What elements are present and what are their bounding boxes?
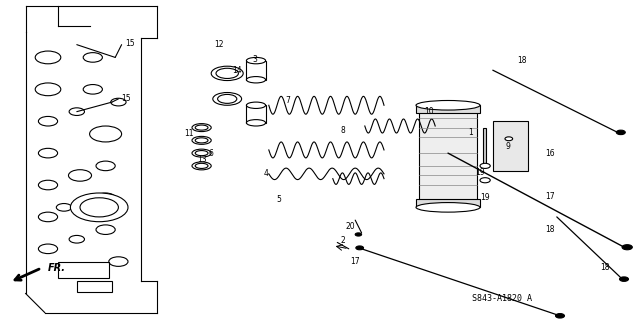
Ellipse shape — [211, 66, 243, 81]
Text: 13: 13 — [196, 155, 207, 164]
Bar — [58, 262, 109, 278]
Circle shape — [111, 98, 126, 106]
Circle shape — [96, 225, 115, 234]
Bar — [416, 199, 480, 207]
Circle shape — [83, 85, 102, 94]
Ellipse shape — [246, 102, 266, 108]
Ellipse shape — [195, 151, 208, 156]
Bar — [493, 121, 528, 171]
Circle shape — [38, 116, 58, 126]
Ellipse shape — [195, 163, 208, 168]
Circle shape — [38, 180, 58, 190]
Bar — [246, 105, 266, 123]
Text: 18: 18 — [546, 225, 555, 234]
Text: 5: 5 — [276, 195, 281, 204]
Ellipse shape — [416, 100, 480, 110]
Ellipse shape — [246, 57, 266, 64]
Text: 4: 4 — [263, 169, 268, 178]
Circle shape — [83, 53, 102, 62]
Circle shape — [70, 193, 128, 222]
Circle shape — [90, 126, 122, 142]
Ellipse shape — [195, 138, 208, 143]
Text: 16: 16 — [545, 149, 556, 158]
Text: 12: 12 — [214, 40, 223, 49]
Text: 20: 20 — [346, 222, 356, 231]
Ellipse shape — [195, 125, 208, 130]
Ellipse shape — [246, 77, 266, 83]
Circle shape — [80, 198, 118, 217]
Text: 1: 1 — [468, 128, 473, 137]
Text: 10: 10 — [424, 107, 434, 116]
Ellipse shape — [218, 94, 237, 103]
Circle shape — [38, 212, 58, 222]
Text: 9: 9 — [505, 142, 510, 151]
Circle shape — [38, 244, 58, 254]
Text: 19: 19 — [480, 193, 490, 202]
Text: 17: 17 — [545, 192, 556, 201]
Text: 19: 19 — [475, 168, 485, 177]
Ellipse shape — [192, 149, 211, 157]
Circle shape — [69, 108, 84, 115]
Circle shape — [109, 257, 128, 266]
Text: 17: 17 — [350, 257, 360, 266]
Bar — [246, 61, 266, 80]
Ellipse shape — [192, 162, 211, 170]
Circle shape — [35, 83, 61, 96]
Circle shape — [622, 245, 632, 250]
Ellipse shape — [212, 93, 242, 105]
Text: 8: 8 — [340, 126, 345, 135]
Text: 6: 6 — [209, 149, 214, 158]
Text: S843-A1820 A: S843-A1820 A — [472, 294, 532, 303]
Text: 7: 7 — [285, 96, 290, 105]
Text: 3: 3 — [252, 55, 257, 63]
Circle shape — [620, 277, 628, 281]
Ellipse shape — [192, 137, 211, 145]
Ellipse shape — [192, 124, 211, 132]
Text: 14: 14 — [232, 66, 242, 75]
Text: 2: 2 — [340, 236, 345, 245]
Ellipse shape — [416, 203, 480, 212]
Circle shape — [480, 178, 490, 183]
Circle shape — [38, 148, 58, 158]
Circle shape — [505, 137, 513, 141]
Bar — [483, 128, 486, 166]
Circle shape — [616, 130, 625, 135]
Text: 18: 18 — [600, 263, 609, 272]
Circle shape — [96, 161, 115, 171]
Text: 15: 15 — [125, 39, 134, 48]
Circle shape — [556, 314, 564, 318]
Text: FR.: FR. — [48, 263, 66, 273]
Bar — [416, 105, 480, 113]
Circle shape — [355, 233, 362, 236]
Circle shape — [68, 170, 92, 181]
Circle shape — [56, 204, 72, 211]
Circle shape — [69, 235, 84, 243]
Circle shape — [96, 193, 115, 203]
Circle shape — [480, 163, 490, 168]
Ellipse shape — [216, 68, 238, 78]
Bar — [77, 281, 112, 292]
Ellipse shape — [246, 120, 266, 126]
Text: 15: 15 — [122, 94, 131, 103]
Circle shape — [35, 51, 61, 64]
Bar — [419, 105, 477, 207]
Circle shape — [356, 246, 364, 250]
Text: 11: 11 — [184, 130, 193, 138]
Text: 18: 18 — [517, 56, 526, 65]
